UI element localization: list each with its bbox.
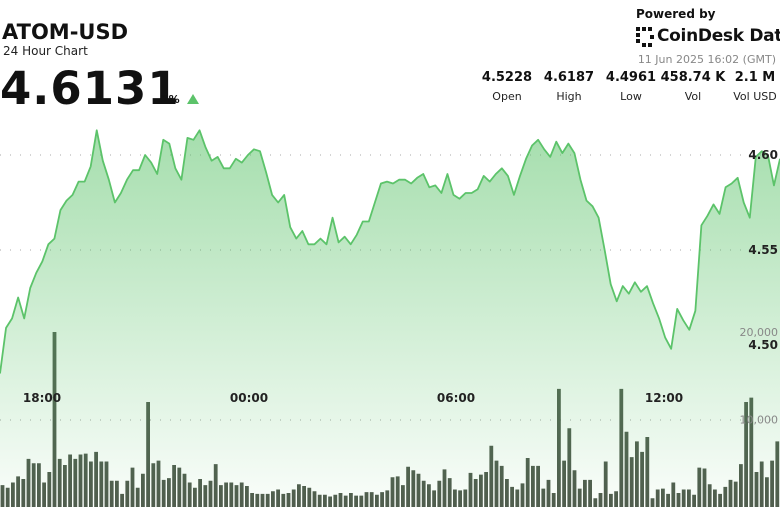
powered-by-label: Powered by	[636, 7, 716, 21]
x-tick-label: 18:00	[23, 391, 61, 405]
coindesk-logo-text: CoinDesk Data	[657, 26, 780, 46]
y-tick-label: 4.50	[748, 338, 778, 352]
stat-vol-value: 458.74 K	[660, 70, 726, 85]
coindesk-logo-icon	[636, 27, 654, 47]
stat-open: 4.5228 Open	[470, 70, 544, 103]
chart-subtitle: 24 Hour Chart	[3, 44, 88, 58]
price-line	[0, 129, 780, 374]
stat-vol-usd: 2.1 M Vol USD	[718, 70, 780, 103]
stat-high-value: 4.6187	[543, 70, 595, 85]
x-tick-label: 12:00	[645, 391, 683, 405]
timestamp: 11 Jun 2025 16:02 (GMT)	[637, 53, 776, 66]
y-tick-label: 4.55	[748, 243, 778, 257]
current-price: 4.6131	[0, 62, 180, 115]
stat-vol-usd-value: 2.1 M	[734, 70, 776, 85]
x-tick-label: 00:00	[230, 391, 268, 405]
stat-low-label: Low	[620, 90, 642, 103]
stat-low: 4.4961 Low	[594, 70, 668, 103]
stat-low-value: 4.4961	[605, 70, 657, 85]
y-tick-label: 4.60	[748, 148, 778, 162]
stat-open-value: 4.5228	[481, 70, 533, 85]
stat-open-label: Open	[492, 90, 522, 103]
x-tick-label: 06:00	[437, 391, 475, 405]
stat-high: 4.6187 High	[532, 70, 606, 103]
stat-vol-usd-label: Vol USD	[733, 90, 777, 103]
stat-high-label: High	[556, 90, 582, 103]
change-percent: 2%	[161, 93, 180, 106]
stat-vol: 458.74 K Vol	[656, 70, 730, 103]
volume-tick-label: 20,000	[740, 326, 779, 339]
stat-vol-label: Vol	[684, 90, 702, 103]
up-triangle-icon	[187, 94, 199, 104]
volume-tick-label: 10,000	[740, 414, 779, 427]
price-area	[0, 130, 780, 507]
symbol-title: ATOM-USD	[2, 20, 129, 44]
